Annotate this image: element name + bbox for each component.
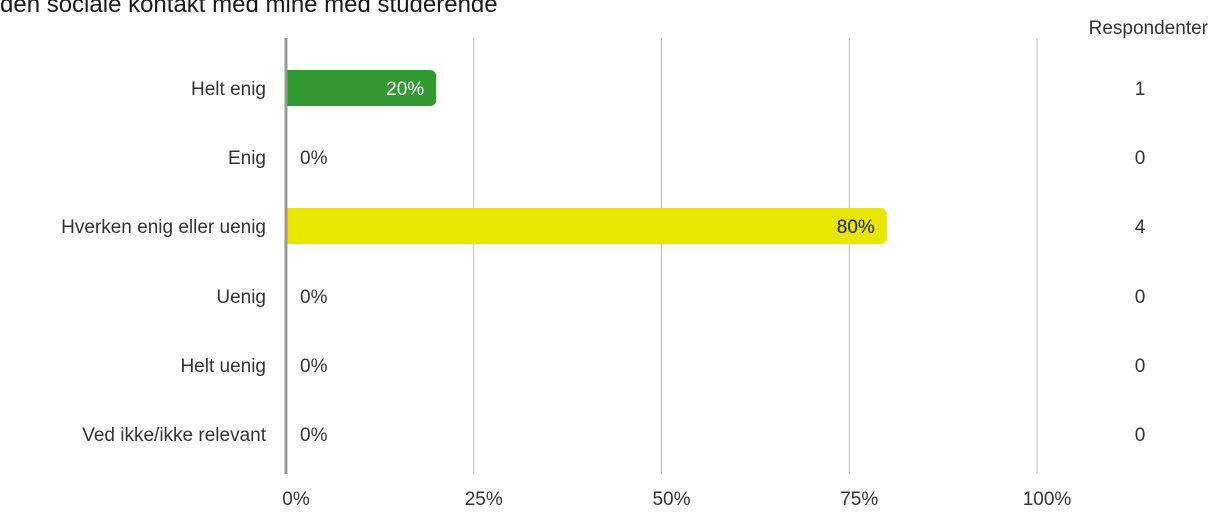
- respondent-count-uenig: 0: [1135, 287, 1146, 308]
- value-label-helt-uenig: 0%: [300, 356, 328, 377]
- bar-left-edge-hverken-enig-eller-uenig: [286, 208, 294, 244]
- grid-lines: [473, 38, 1038, 474]
- category-label-hverken-enig-eller-uenig: Hverken enig eller uenig: [61, 217, 266, 238]
- bar-hverken-enig-eller-uenig: [286, 208, 887, 244]
- respondent-count-helt-uenig: 0: [1135, 356, 1146, 377]
- respondent-counts: 1 0 4 0 0 0: [1135, 79, 1146, 446]
- respondent-count-enig: 0: [1135, 148, 1146, 169]
- x-axis-ticks: 0% 25% 50% 75% 100%: [282, 489, 1071, 510]
- value-label-helt-enig: 20%: [386, 79, 424, 100]
- value-label-enig: 0%: [300, 148, 328, 169]
- respondent-count-hverken-enig-eller-uenig: 4: [1135, 217, 1146, 238]
- value-labels: 20% 0% 80% 0% 0% 0%: [300, 79, 875, 446]
- respondents-header: Respondenter: [1089, 18, 1209, 39]
- bar-left-edge-helt-enig: [286, 70, 294, 106]
- x-tick-label-100: 100%: [1023, 489, 1072, 510]
- category-label-enig: Enig: [228, 148, 266, 169]
- category-label-helt-uenig: Helt uenig: [180, 356, 266, 377]
- x-tick-label-75: 75%: [840, 489, 878, 510]
- value-label-ved-ikke-ikke-relevant: 0%: [300, 425, 328, 446]
- x-tick-label-25: 25%: [465, 489, 503, 510]
- respondent-count-ved-ikke-ikke-relevant: 0: [1135, 425, 1146, 446]
- bars: [286, 70, 887, 244]
- category-label-helt-enig: Helt enig: [191, 79, 266, 100]
- x-tick-label-50: 50%: [652, 489, 690, 510]
- x-tick-label-0: 0%: [282, 489, 310, 510]
- respondent-count-helt-enig: 1: [1135, 79, 1146, 100]
- chart-title: den sociale kontakt med mine med studere…: [0, 0, 498, 18]
- value-label-hverken-enig-eller-uenig: 80%: [837, 217, 875, 238]
- category-labels: Helt enig Enig Hverken enig eller uenig Uen…: [61, 79, 267, 446]
- value-label-uenig: 0%: [300, 287, 328, 308]
- category-label-uenig: Uenig: [216, 287, 266, 308]
- bar-helt-enig: [286, 70, 437, 106]
- category-label-ved-ikke-ikke-relevant: Ved ikke/ikke relevant: [82, 425, 266, 446]
